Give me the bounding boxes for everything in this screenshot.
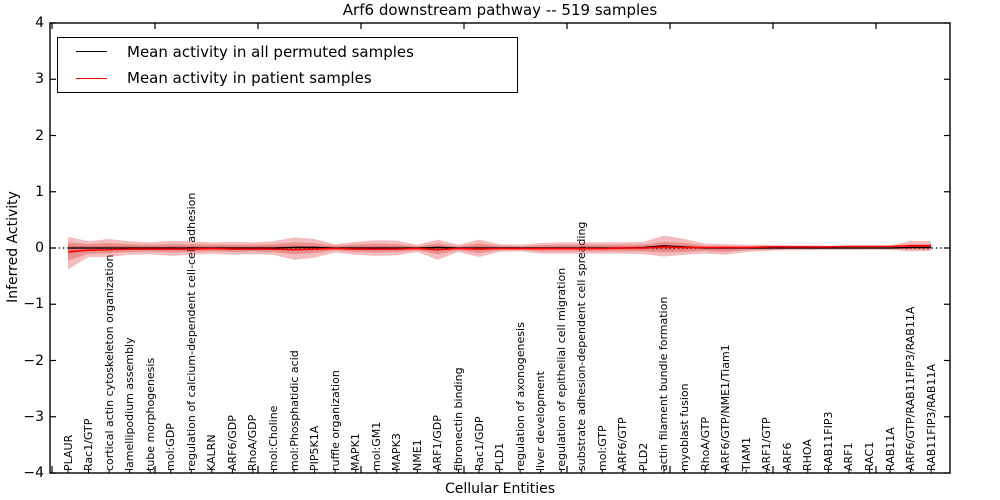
band-outer [68, 235, 932, 270]
legend: Mean activity in all permuted samples Me… [57, 37, 518, 93]
legend-label-patient: Mean activity in patient samples [127, 69, 372, 88]
y-tick-label: 0 [35, 240, 44, 256]
legend-entry-patient: Mean activity in patient samples [58, 65, 517, 91]
patient-mean-line [67, 245, 932, 253]
legend-label-permuted: Mean activity in all permuted samples [127, 42, 414, 61]
y-tick-label: −1 [23, 296, 44, 313]
y-tick-label: −4 [23, 465, 44, 481]
y-tick-label: 4 [35, 15, 44, 31]
y-tick-label: 3 [35, 71, 44, 88]
y-tick-label: −3 [23, 408, 44, 425]
x-axis-label: Cellular Entities [444, 481, 556, 497]
y-tick-label: −2 [23, 352, 44, 369]
chart-title: Arf6 downstream pathway -- 519 samples [342, 1, 658, 19]
y-tick-label: 2 [35, 127, 44, 144]
patient-line-sample [76, 77, 107, 79]
permuted-line-sample [76, 51, 107, 53]
legend-entry-permuted: Mean activity in all permuted samples [58, 39, 517, 65]
band-inner [68, 241, 932, 261]
y-tick-label: 1 [35, 183, 44, 200]
